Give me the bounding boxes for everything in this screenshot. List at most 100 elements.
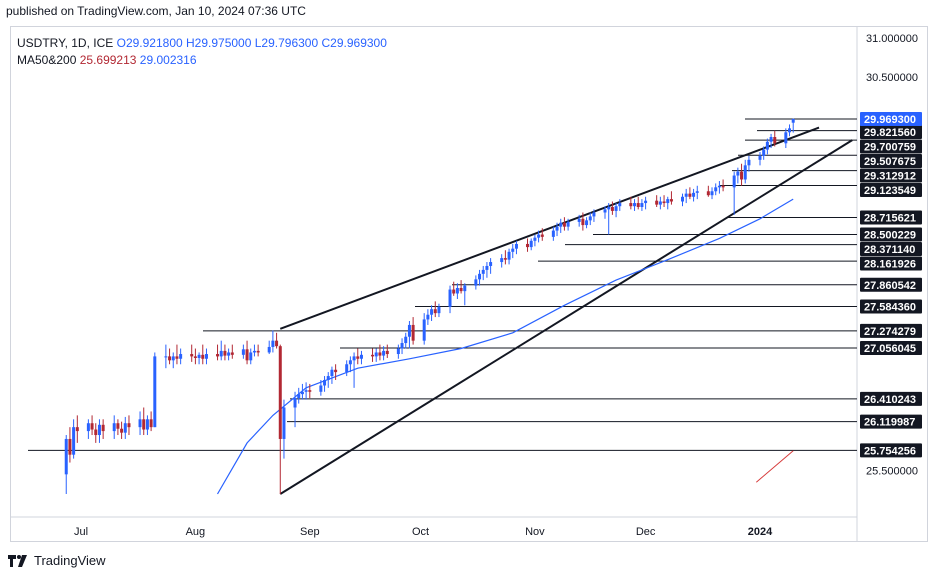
level-label-bg [860, 277, 922, 292]
candle [717, 181, 721, 194]
candle-body [644, 200, 648, 204]
candle [371, 348, 375, 362]
candle [533, 234, 537, 247]
candle [537, 230, 541, 243]
time-tick-label: Nov [525, 526, 545, 538]
candle [86, 419, 90, 439]
candle-body [732, 175, 736, 188]
candle [323, 376, 327, 392]
candle-body [562, 222, 566, 227]
candle [640, 199, 644, 211]
candle [607, 203, 611, 235]
ma-label[interactable]: MA50&200 [17, 53, 77, 67]
candle-body [326, 376, 330, 380]
level-label: 29.700759 [864, 141, 916, 153]
time-tick-label: Dec [636, 526, 656, 538]
candle-body [230, 352, 234, 355]
candle-body [223, 350, 227, 356]
candle [437, 303, 441, 318]
level-label: 27.860542 [864, 280, 916, 292]
candle [791, 118, 795, 133]
candle [765, 138, 769, 155]
candle [681, 193, 685, 207]
footer-brand[interactable]: TradingView [8, 553, 106, 568]
candle [540, 228, 544, 241]
candle-body [97, 424, 101, 436]
candle-body [610, 206, 614, 211]
candle [514, 240, 518, 255]
candle-body [411, 324, 415, 341]
level-label: 28.371140 [864, 244, 915, 256]
candle-body [400, 343, 404, 349]
candle-body [607, 206, 611, 210]
candle [64, 435, 68, 494]
candle-body [75, 427, 79, 432]
candle [481, 265, 485, 281]
candle [655, 195, 659, 207]
price-axis[interactable]: 31.000000 30.500000 25.500000 29.821560 29.7… [860, 33, 922, 477]
candle-body [489, 262, 493, 266]
candle-body [112, 423, 116, 432]
candle [230, 344, 234, 359]
low-value: L29.796300 [254, 36, 319, 50]
time-axis[interactable]: Jul Aug Sep Oct Nov Dec 2024 [74, 526, 773, 538]
ma200-value: 29.002316 [139, 53, 197, 67]
level-label-bg [860, 124, 922, 139]
candle-body [529, 240, 533, 248]
level-label-bg [860, 323, 922, 338]
candle [116, 419, 120, 436]
candle [562, 217, 566, 231]
candle [164, 344, 168, 369]
candle-body [614, 206, 618, 211]
candle-body [581, 218, 585, 226]
level-label: 29.312912 [864, 170, 916, 182]
horizontal-levels [28, 118, 857, 451]
candle-body [278, 346, 282, 439]
candle [75, 415, 79, 443]
candle-body [511, 248, 515, 252]
candle [68, 427, 72, 463]
candle [94, 423, 98, 443]
level-label: 27.584360 [864, 302, 916, 314]
candle [706, 185, 710, 197]
level-label-bg [860, 241, 922, 256]
price-tick-label: 30.500000 [866, 72, 918, 84]
candle-body [695, 191, 699, 193]
candle [193, 348, 197, 365]
candle-body [323, 379, 327, 386]
candle [374, 348, 378, 362]
candle-body [359, 354, 363, 359]
last-price-label: 29.969300 [864, 114, 916, 126]
candle-body [193, 356, 197, 358]
symbol-label[interactable]: USDTRY, 1D, ICE [17, 36, 114, 50]
candle [636, 196, 640, 210]
candle [204, 348, 208, 365]
candle [120, 421, 124, 439]
candle [400, 338, 404, 355]
candle-body [666, 199, 670, 204]
candle [275, 332, 279, 349]
candle [278, 344, 282, 494]
time-tick-label: Jul [74, 526, 88, 538]
candle-body [94, 429, 98, 436]
level-label-bg [860, 227, 922, 242]
candle-body [385, 350, 389, 355]
price-tick-label: 31.000000 [866, 33, 918, 45]
tradingview-logo-icon [8, 554, 27, 567]
candle-body [765, 141, 769, 150]
upper-trendline [279, 126, 820, 330]
candle-body [201, 354, 205, 359]
candle [304, 382, 308, 400]
candle-body [64, 438, 68, 475]
candles [64, 118, 795, 494]
candle [219, 340, 223, 361]
candle [721, 179, 725, 192]
candle [348, 356, 352, 373]
candle-body [68, 438, 72, 455]
candle-body [474, 279, 478, 286]
candle [142, 407, 146, 436]
candle-body [275, 340, 279, 347]
candle-body [145, 419, 149, 430]
candle [378, 344, 382, 361]
